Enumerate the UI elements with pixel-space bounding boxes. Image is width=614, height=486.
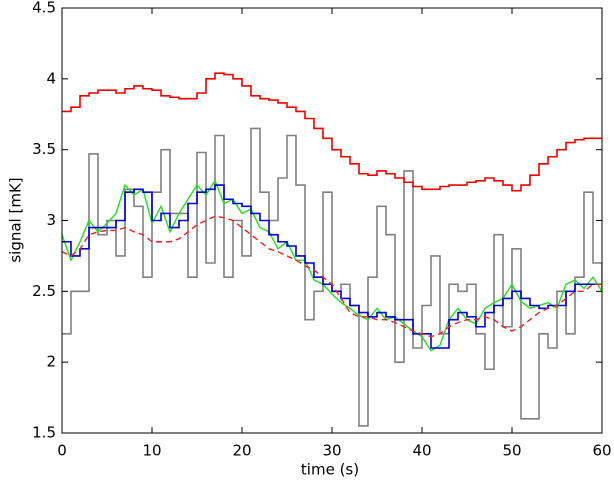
x-tick-label: 40	[412, 442, 431, 460]
y-tick-label: 3.5	[32, 140, 56, 158]
y-tick-label: 1.5	[32, 424, 56, 442]
x-tick-label: 60	[592, 442, 611, 460]
y-tick-label: 4	[46, 69, 56, 87]
y-tick-label: 2.5	[32, 282, 56, 300]
series-line	[62, 215, 602, 338]
series-line	[62, 179, 602, 352]
x-tick-label: 50	[502, 442, 521, 460]
series-line	[62, 127, 602, 427]
y-tick-label: 4.5	[32, 0, 56, 17]
series-line	[62, 72, 602, 192]
x-tick-label: 30	[322, 442, 341, 460]
x-axis-label: time (s)	[301, 461, 359, 479]
y-axis-label: signal [mK]	[7, 177, 25, 262]
series-line	[62, 184, 602, 349]
x-tick-label: 10	[142, 442, 161, 460]
y-tick-label: 2	[46, 353, 56, 371]
x-tick-label: 20	[232, 442, 251, 460]
y-tick-label: 3	[46, 211, 56, 229]
x-tick-label: 0	[57, 442, 67, 460]
